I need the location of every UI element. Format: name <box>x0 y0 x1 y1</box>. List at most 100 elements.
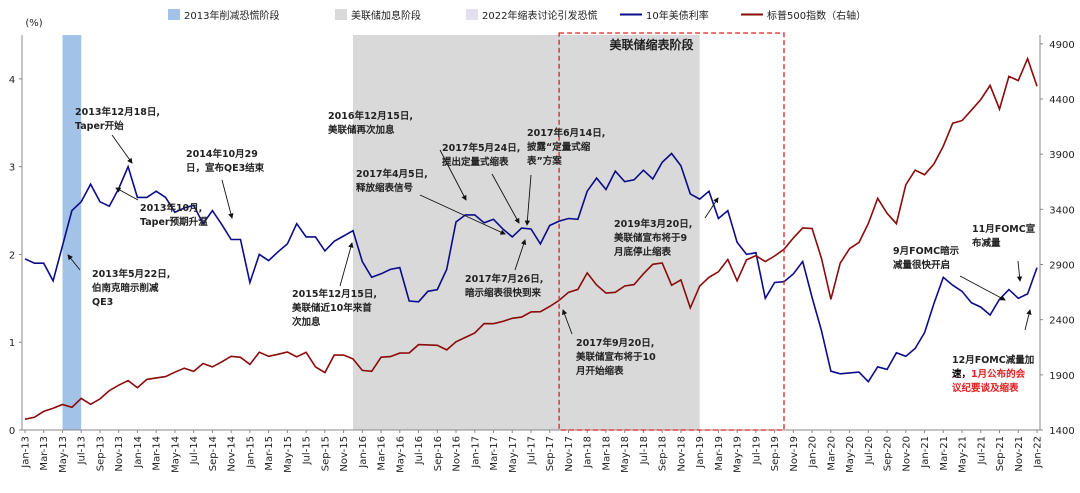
y2-tick-label: 4400 <box>1049 95 1074 106</box>
legend-swatch <box>168 9 180 20</box>
legend-label: 标普500指数（右轴） <box>767 9 866 22</box>
annotation-segment: 速， <box>952 368 971 380</box>
x-tick-label: May-16 <box>395 436 406 473</box>
x-tick-label: Mar-17 <box>489 436 500 471</box>
x-tick-label: Sep-20 <box>883 436 894 471</box>
annotation-text: 9月FOMC暗示 <box>893 245 960 257</box>
x-tick-label: Nov-13 <box>114 436 125 472</box>
annotation-arrow <box>514 239 527 271</box>
annotation-text: 暗示缩表很快到来 <box>465 287 542 299</box>
annotation-text: 议纪要谈及缩表 <box>952 382 1019 394</box>
legend-label: 2022年缩表讨论引发恐慌 <box>482 9 597 22</box>
x-tick-label: Mar-14 <box>152 436 163 471</box>
annotation-text: 2017年6月14日, <box>527 127 605 139</box>
annotation-text: 速，1月公布的会 <box>952 368 1026 380</box>
y-axis-label: (%) <box>25 18 42 29</box>
x-tick-label: Jan-21 <box>920 436 931 469</box>
annotation-text: 月开始缩表 <box>575 365 624 377</box>
x-tick-label: Jan-15 <box>245 436 256 469</box>
x-tick-label: May-14 <box>170 436 181 473</box>
x-tick-label: Jul-14 <box>189 436 200 465</box>
x-tick-label: Nov-18 <box>676 436 687 472</box>
annotation-text: Taper预期升温 <box>140 216 208 228</box>
x-tick-label: Sep-14 <box>208 436 219 471</box>
x-tick-label: Jan-20 <box>808 436 819 469</box>
x-tick-label: Jul-16 <box>414 436 425 465</box>
region <box>62 35 82 430</box>
legend-label: 10年美债利率 <box>646 9 709 22</box>
annotation-text: 12月FOMC减量加 <box>952 354 1034 366</box>
annotation-arrow <box>959 275 1006 301</box>
x-tick-label: May-15 <box>283 436 294 473</box>
box-label: 美联储缩表阶段 <box>610 37 695 52</box>
y2-tick-label: 1900 <box>1049 371 1074 382</box>
annotation-arrow <box>439 149 467 201</box>
x-tick-label: Jan-13 <box>21 436 32 469</box>
x-tick-label: May-19 <box>733 436 744 473</box>
x-tick-label: Jan-18 <box>583 436 594 469</box>
series-line <box>24 56 1038 420</box>
y-tick-label: 1 <box>9 338 15 349</box>
tightening-box <box>558 32 785 431</box>
annotation-text: 美联储宣布将于9 <box>613 232 687 244</box>
region <box>352 35 700 430</box>
annotation-text: 2017年5月24日, <box>442 142 520 154</box>
x-tick-label: Nov-16 <box>452 436 463 472</box>
legend-label: 美联储加息阶段 <box>351 9 421 22</box>
annotation-text: 11月FOMC宣 <box>972 223 1036 235</box>
annotation-text: 美联储宣布将于10 <box>575 351 656 363</box>
x-tick-label: Mar-16 <box>377 436 388 471</box>
x-tick-label: Jan-22 <box>1033 436 1044 469</box>
annotation-text: 减量很快开启 <box>893 259 950 271</box>
annotation-text: Taper开始 <box>75 120 124 132</box>
annotation-text: 布减量 <box>971 237 1001 249</box>
annotation-text: 释放缩表信号 <box>356 182 414 194</box>
annotation-arrow <box>111 134 133 164</box>
annotation-text: 2014年10月29 <box>186 148 258 160</box>
annotation-text: 提出定量式缩表 <box>442 156 509 168</box>
annotation-text: 披露“定量式缩 <box>527 141 591 153</box>
legend-swatch <box>466 9 478 20</box>
x-tick-label: Jul-20 <box>864 436 875 465</box>
x-tick-label: Nov-17 <box>564 436 575 472</box>
x-tick-label: Sep-15 <box>320 436 331 471</box>
annotation-arrow <box>562 309 573 335</box>
y-tick-label: 4 <box>9 75 15 86</box>
legend-swatch <box>335 9 347 20</box>
y-tick-label: 2 <box>9 250 15 261</box>
annotation-text: 美联储近10年来首 <box>291 302 372 314</box>
annotation-text: 2017年9月20日, <box>576 337 654 349</box>
x-tick-label: Nov-19 <box>789 436 800 472</box>
annotation-arrow <box>67 254 81 271</box>
x-tick-label: Jan-17 <box>470 436 481 469</box>
x-tick-label: Sep-17 <box>545 436 556 471</box>
annotation-arrow <box>704 197 719 219</box>
annotation-text: 2013年5月22日, <box>92 268 170 280</box>
y2-tick-label: 3900 <box>1049 150 1074 161</box>
annotation-arrow <box>1024 309 1032 331</box>
x-tick-label: Jul-15 <box>302 436 313 465</box>
x-tick-label: Nov-21 <box>1014 436 1025 472</box>
y2-tick-label: 1400 <box>1049 426 1074 437</box>
x-tick-label: Mar-18 <box>601 436 612 471</box>
annotation-text: 2017年7月26日, <box>465 273 543 285</box>
annotation-text: QE3 <box>92 297 113 308</box>
x-tick-label: May-20 <box>845 436 856 473</box>
x-tick-label: Jan-19 <box>695 436 706 469</box>
y2-tick-label: 4900 <box>1049 40 1074 51</box>
annotation-text: 日，宣布QE3结束 <box>186 162 265 174</box>
y-tick-label: 3 <box>9 163 15 174</box>
annotation-text: 月底停止缩表 <box>613 246 672 258</box>
x-tick-label: Nov-20 <box>901 436 912 472</box>
x-tick-label: May-18 <box>620 436 631 473</box>
x-tick-label: Jan-16 <box>358 436 369 469</box>
annotation-arrow <box>339 242 354 287</box>
annotation-text: 美联储再次加息 <box>327 124 395 136</box>
x-tick-label: Jan-14 <box>133 436 144 469</box>
annotation-text: 2019年3月20日, <box>614 218 692 230</box>
x-tick-label: Sep-18 <box>658 436 669 471</box>
x-tick-label: May-13 <box>58 436 69 473</box>
annotation-arrow <box>524 174 532 226</box>
x-tick-label: Jul-13 <box>77 436 88 465</box>
x-tick-label: Jul-18 <box>639 436 650 465</box>
